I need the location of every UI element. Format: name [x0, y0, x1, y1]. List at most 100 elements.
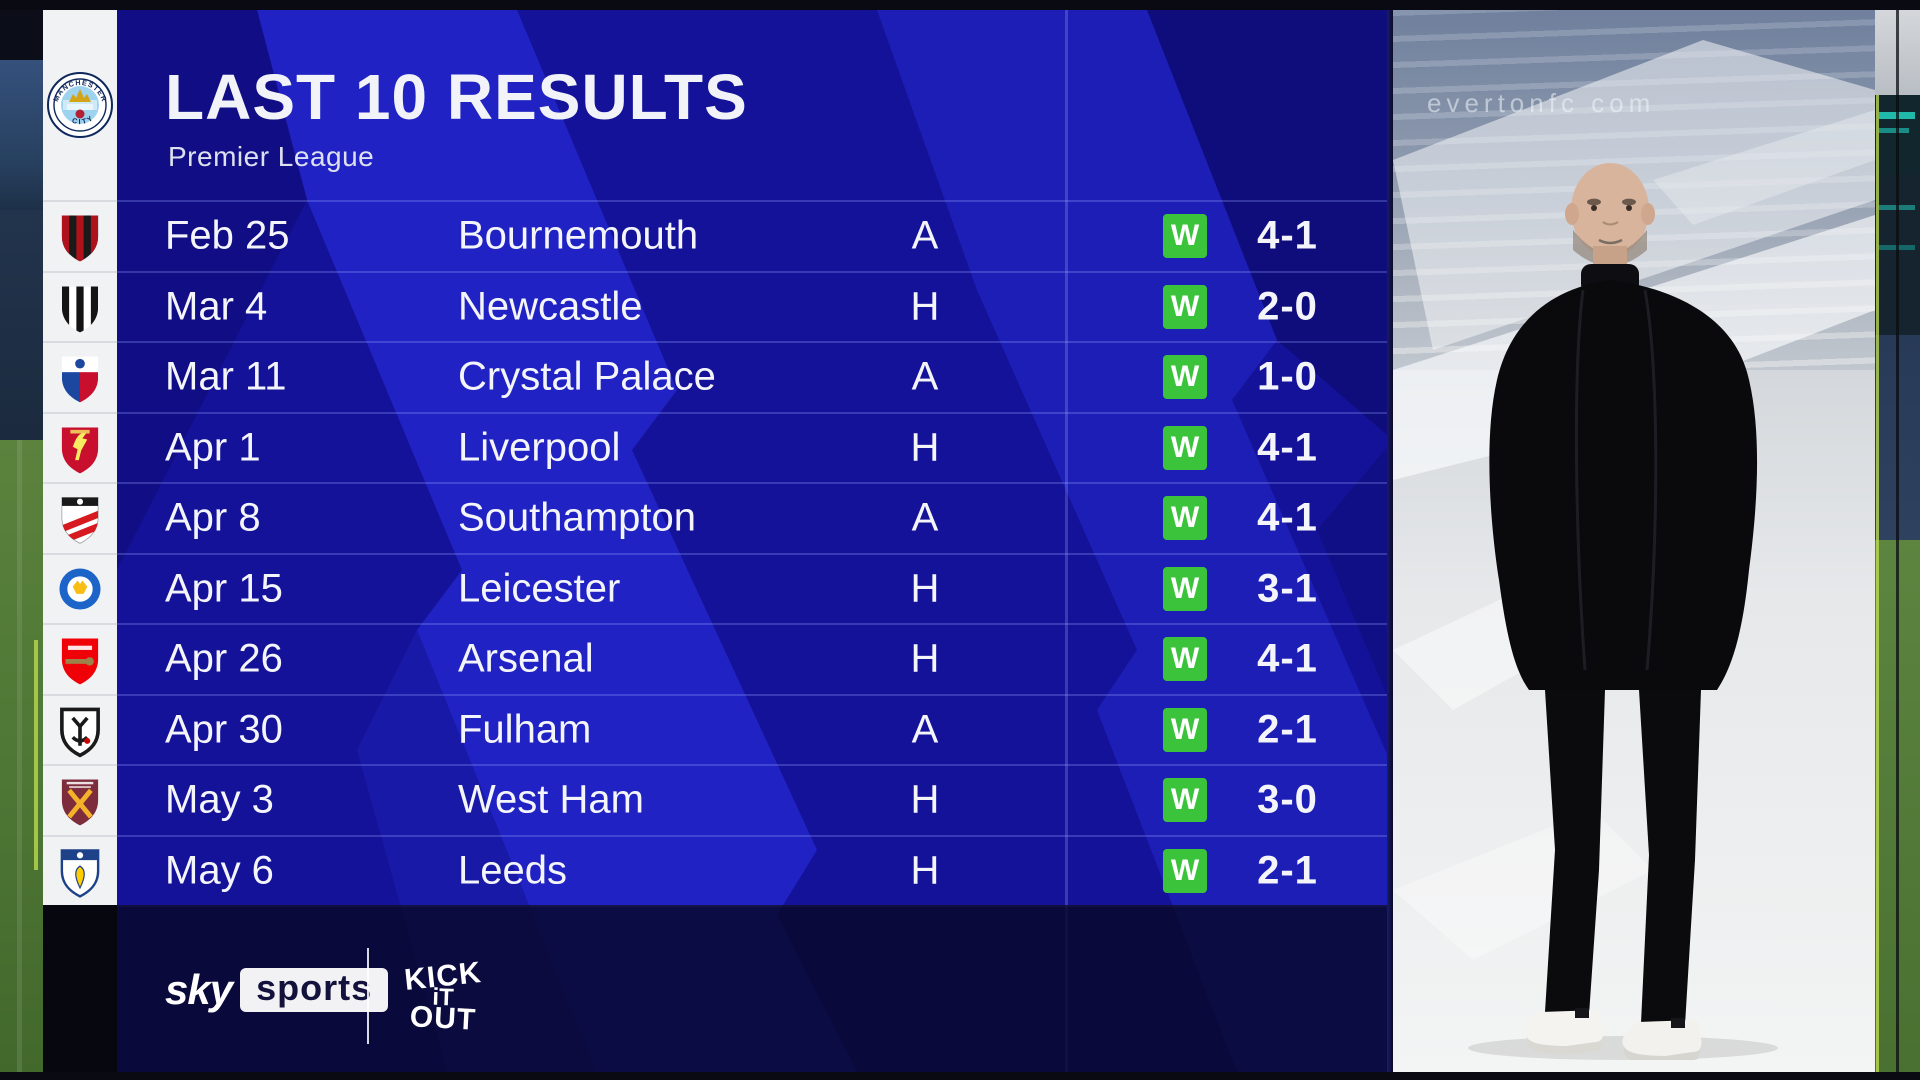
results-panel: LAST 10 RESULTS Premier League Feb 25 Bo…	[117, 10, 1393, 1072]
crest-tile-arsenal	[43, 623, 117, 694]
crest-tile-bournemouth	[43, 200, 117, 271]
match-score: 4-1	[1257, 425, 1318, 470]
crest-leeds	[60, 849, 100, 898]
match-score: 2-1	[1257, 707, 1318, 752]
crest-leicester	[59, 568, 101, 610]
crest-tile-southampton	[43, 482, 117, 553]
match-score: 4-1	[1257, 636, 1318, 681]
sky-logo-text: sky	[165, 966, 233, 1013]
kick-it-out-logo: KICK iT OUT	[393, 945, 493, 1051]
match-date: May 3	[165, 777, 274, 822]
opponent-name: Southampton	[458, 495, 696, 540]
match-date: Mar 11	[165, 354, 287, 399]
match-score: 3-0	[1257, 777, 1318, 822]
crest-tile-leicester	[43, 552, 117, 624]
home-away-indicator: A	[911, 495, 939, 540]
match-score: 3-1	[1257, 566, 1318, 611]
opponent-name: Newcastle	[458, 284, 643, 329]
goalpost-shadow-right	[1896, 0, 1899, 1080]
crest-newcastle	[61, 286, 99, 333]
crest-liverpool	[61, 427, 99, 474]
crest-southampton	[61, 497, 99, 545]
pitch-line-left	[17, 440, 22, 1080]
match-date: Apr 8	[165, 495, 261, 540]
crest-crystal-palace	[61, 356, 99, 403]
result-row: Feb 25 Bournemouth A W 4-1	[117, 200, 1393, 271]
panel-edge-shadow	[1387, 10, 1393, 1072]
stadium-stand-left-lower	[0, 210, 43, 440]
result-row: May 3 West Ham H W 3-0	[117, 764, 1393, 835]
crest-west-ham	[61, 779, 99, 826]
opponent-name: Crystal Palace	[458, 354, 716, 399]
competition-subtitle: Premier League	[168, 141, 375, 172]
opponent-name: Bournemouth	[458, 213, 699, 258]
home-away-indicator: H	[910, 777, 940, 822]
result-row: Apr 1 Liverpool H W 4-1	[117, 411, 1393, 483]
result-badge: W	[1163, 355, 1207, 400]
home-away-indicator: A	[911, 354, 939, 399]
club-crest-rail: MANCHESTER CITY	[43, 10, 117, 905]
column-divider-line	[1065, 10, 1068, 1072]
crest-fulham	[60, 707, 100, 758]
result-badge: W	[1163, 496, 1207, 541]
result-row: Apr 26 Arsenal H W 4-1	[117, 623, 1393, 694]
crest-arsenal	[61, 638, 99, 685]
sky-sports-logo: sky sports	[165, 958, 389, 1022]
opponent-name: Arsenal	[458, 636, 594, 681]
result-badge: W	[1163, 425, 1207, 470]
home-away-indicator: A	[911, 707, 939, 752]
home-away-indicator: H	[910, 848, 940, 893]
result-row: Apr 30 Fulham A W 2-1	[117, 693, 1393, 765]
result-badge: W	[1163, 848, 1207, 893]
crest-tile-west-ham	[43, 764, 117, 835]
result-badge: W	[1163, 637, 1207, 682]
crest-tile-crystal-palace	[43, 341, 117, 412]
opponent-name: Liverpool	[458, 425, 621, 470]
opponent-name: Leeds	[458, 848, 567, 893]
pep-guardiola-photo	[1468, 163, 1778, 1060]
opponent-name: Leicester	[458, 566, 621, 611]
match-date: Apr 26	[165, 636, 283, 681]
match-date: Apr 30	[165, 707, 283, 752]
scoreboard-text-line	[1879, 128, 1909, 133]
match-date: Apr 15	[165, 566, 283, 611]
crest-tile-fulham	[43, 693, 117, 765]
crest-tile-newcastle	[43, 270, 117, 342]
stadium-stand-left	[0, 60, 43, 210]
home-away-indicator: H	[910, 425, 940, 470]
result-row: Apr 8 Southampton A W 4-1	[117, 482, 1393, 553]
result-row: Mar 11 Crystal Palace A W 1-0	[117, 341, 1393, 412]
home-away-indicator: A	[911, 213, 939, 258]
crest-bournemouth	[61, 215, 99, 262]
footer-separator-line	[367, 948, 369, 1044]
match-date: Mar 4	[165, 284, 268, 329]
home-away-indicator: H	[910, 566, 940, 611]
match-date: Feb 25	[165, 213, 290, 258]
result-row: Apr 15 Leicester H W 3-1	[117, 552, 1393, 624]
touchline-left	[34, 640, 38, 870]
crest-tile-leeds	[43, 834, 117, 906]
match-date: Apr 1	[165, 425, 261, 470]
screen-top-edge	[0, 0, 1920, 10]
result-badge: W	[1163, 707, 1207, 752]
match-score: 2-1	[1257, 848, 1318, 893]
crest-tile-liverpool	[43, 411, 117, 483]
match-score: 1-0	[1257, 354, 1318, 399]
match-score: 4-1	[1257, 213, 1318, 258]
diagonal-stripe-background	[117, 10, 1393, 1072]
home-away-indicator: H	[910, 284, 940, 329]
screen-bottom-edge	[0, 1072, 1920, 1080]
result-row: May 6 Leeds H W 2-1	[117, 834, 1393, 906]
result-badge: W	[1163, 214, 1207, 259]
page-title: LAST 10 RESULTS	[165, 61, 748, 133]
results-table: Feb 25 Bournemouth A W 4-1 Mar 4 Newcast…	[117, 200, 1393, 905]
opponent-name: West Ham	[458, 777, 644, 822]
match-score: 2-0	[1257, 284, 1318, 329]
sports-logo-text: sports	[240, 968, 389, 1012]
result-row: Mar 4 Newcastle H W 2-0	[117, 270, 1393, 342]
touchline-right	[1876, 95, 1879, 1080]
opponent-name: Fulham	[458, 707, 592, 752]
result-badge: W	[1163, 566, 1207, 611]
match-score: 4-1	[1257, 495, 1318, 540]
